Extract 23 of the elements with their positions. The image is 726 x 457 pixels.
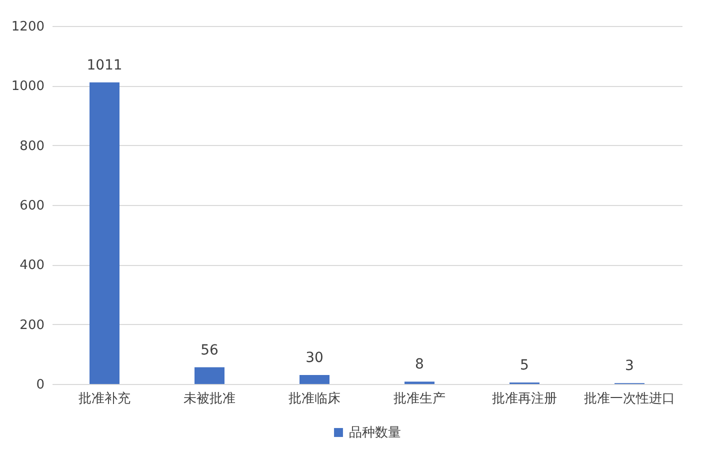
x-tick-label: 未被批准 <box>184 392 236 406</box>
x-tick-label: 批准再注册 <box>492 392 557 406</box>
x-tick-label: 批准补充 <box>78 392 130 406</box>
y-tick-label: 0 <box>36 378 44 392</box>
y-tick-label: 1000 <box>11 79 44 94</box>
data-label: 30 <box>306 350 324 366</box>
legend-label: 品种数量 <box>349 426 401 440</box>
x-tick-label: 批准生产 <box>394 392 446 406</box>
x-tick-label: 批准临床 <box>288 392 340 406</box>
y-tick-label: 400 <box>20 258 44 274</box>
y-tick-label: 800 <box>20 138 44 154</box>
data-label: 3 <box>625 358 634 374</box>
y-tick-label: 600 <box>20 198 44 214</box>
y-tick-label: 200 <box>20 318 44 333</box>
bar <box>90 82 120 384</box>
data-label: 56 <box>200 342 218 358</box>
x-tick-label: 批准一次性进口 <box>584 392 675 406</box>
y-tick-label: 1200 <box>11 20 44 34</box>
data-label: 5 <box>520 358 529 374</box>
bar <box>194 367 224 384</box>
bar <box>300 375 330 384</box>
data-label: 8 <box>415 356 424 373</box>
data-label: 1011 <box>86 57 122 74</box>
